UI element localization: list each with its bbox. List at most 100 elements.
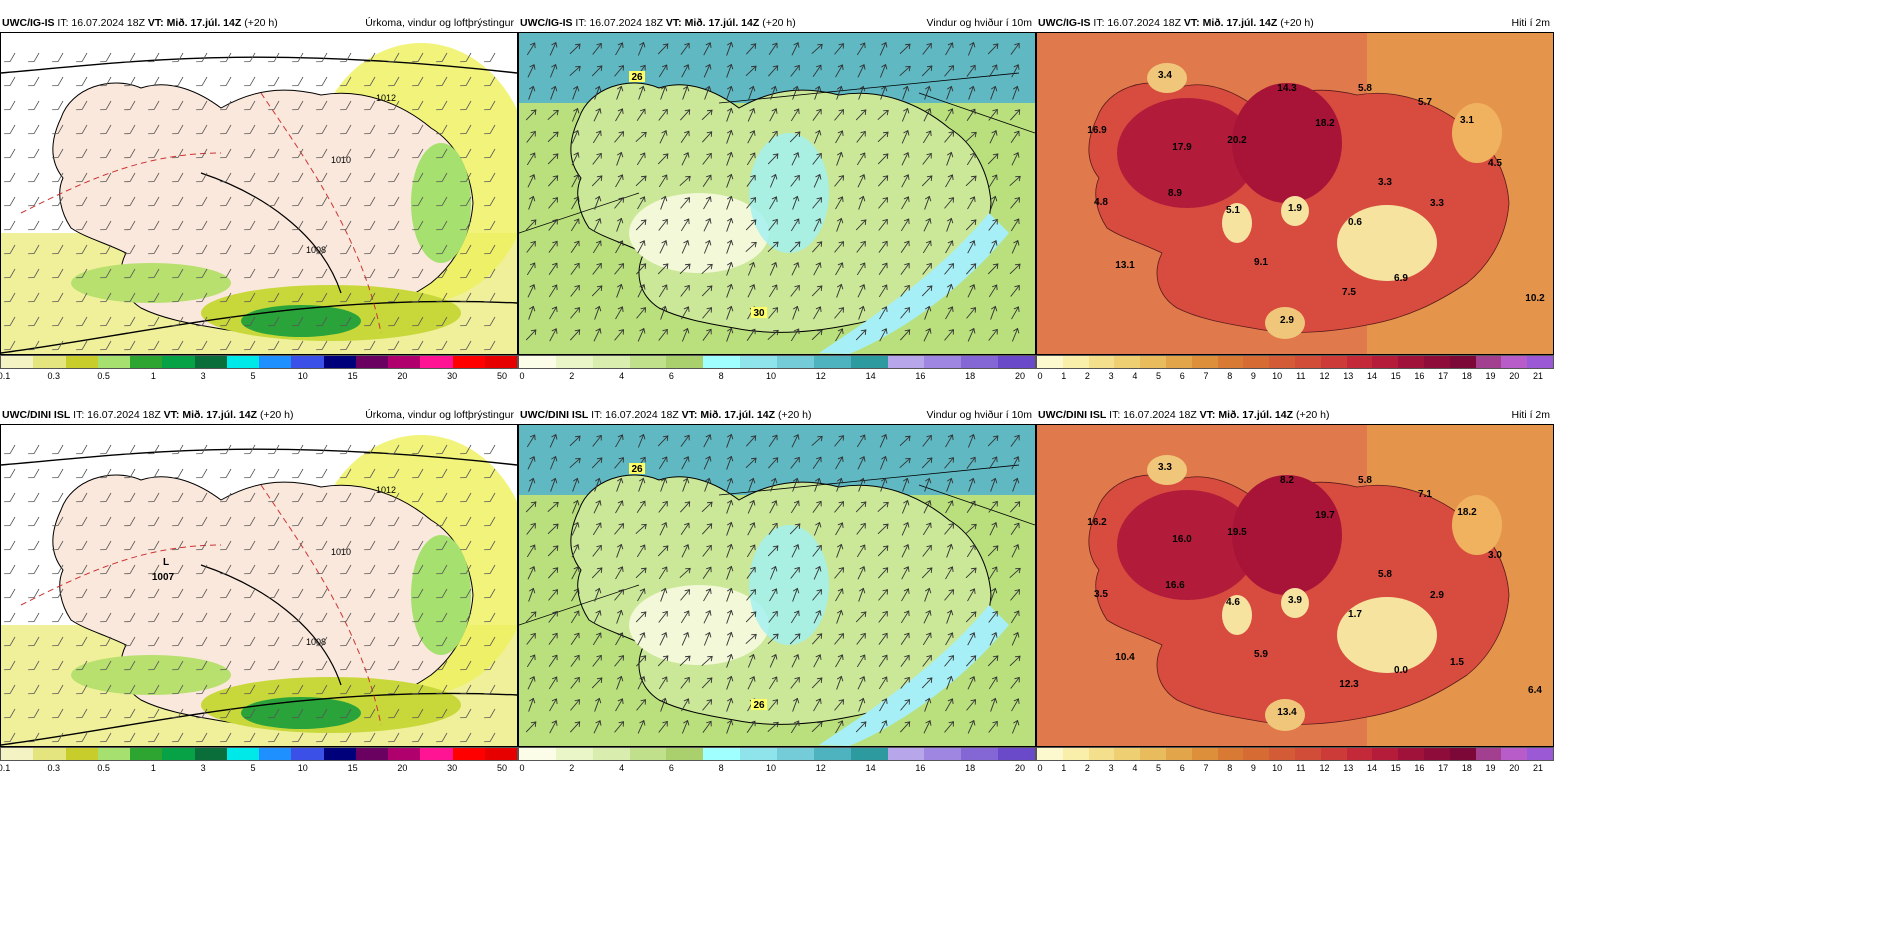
temperature-label: 4.5	[1488, 158, 1502, 169]
colorbar-swatch	[629, 748, 667, 760]
colorbar-swatch	[666, 356, 704, 368]
temp-map: 3.3 8.2 5.8 7.1 16.2 16.0 19.5 19.7 18.2 3.0 16.6 5…	[1036, 424, 1554, 747]
colorbar-tick: 2	[1084, 371, 1090, 381]
temp-colorbar-ticks: 0 1 2 3 4 5 6 7 8 9 10 11 12 13 14 15 16 17 18 19 20 21	[1036, 371, 1554, 383]
temperature-label: 5.8	[1358, 83, 1372, 94]
colorbar-swatch	[1372, 748, 1399, 760]
it-label: IT: 16.07.2024 18Z	[591, 409, 679, 421]
colorbar-swatch	[420, 356, 453, 368]
panel-header: UWC/DINI ISL IT: 16.07.2024 18Z VT: Mið.…	[0, 406, 518, 424]
colorbar-swatch	[887, 748, 925, 760]
temperature-label: 4.6	[1226, 597, 1240, 608]
colorbar-tick: 3	[200, 763, 206, 773]
colorbar-swatch	[592, 356, 630, 368]
colorbar-tick: 0.5	[97, 763, 110, 773]
colorbar-tick: 4	[619, 763, 625, 773]
colorbar-swatch	[1217, 748, 1244, 760]
colorbar-swatch	[1191, 356, 1218, 368]
temperature-label: 9.1	[1254, 257, 1268, 268]
colorbar-tick: 13	[1343, 763, 1354, 773]
gust-max-label: 26	[631, 464, 643, 475]
colorbar-swatch	[1191, 748, 1218, 760]
colorbar-swatch	[1165, 356, 1192, 368]
temperature-label: 0.0	[1394, 665, 1408, 676]
panel-row2-wind: UWC/DINI ISL IT: 16.07.2024 18Z VT: Mið.…	[518, 406, 1036, 776]
panel-title: Vindur og hviður í 10m	[926, 17, 1032, 29]
temperature-label: 16.2	[1087, 517, 1107, 528]
temperature-label: 5.8	[1358, 475, 1372, 486]
colorbar-tick: 14	[865, 371, 876, 381]
precip-map: 1012 1010 1008 L 1007	[0, 424, 518, 747]
colorbar-tick: 18	[1461, 371, 1472, 381]
colorbar-tick: 6	[1179, 371, 1185, 381]
colorbar-tick: 6	[1179, 763, 1185, 773]
temperature-label: 7.5	[1342, 287, 1356, 298]
colorbar-swatch	[1423, 748, 1450, 760]
temperature-label: 14.3	[1277, 83, 1297, 94]
temperature-label: 20.2	[1227, 135, 1247, 146]
colorbar-tick: 17	[1438, 763, 1449, 773]
colorbar-tick: 5	[1156, 763, 1162, 773]
colorbar-swatch	[592, 748, 630, 760]
model-label: UWC/IG-IS	[2, 17, 55, 29]
temperature-label: 3.0	[1488, 550, 1502, 561]
colorbar-tick: 30	[447, 763, 458, 773]
temperature-label: 12.3	[1339, 679, 1359, 690]
colorbar-swatch	[1062, 748, 1089, 760]
colorbar-swatch	[355, 748, 388, 760]
colorbar-tick: 8	[1227, 371, 1233, 381]
temperature-label: 2.9	[1280, 315, 1294, 326]
panel-row1-wind: UWC/IG-IS IT: 16.07.2024 18Z VT: Mið. 17…	[518, 14, 1036, 384]
colorbar-tick: 2	[569, 371, 575, 381]
vt-label: VT: Mið. 17.júl. 14Z	[163, 409, 258, 421]
panel-title: Úrkoma, vindur og loftþrýstingur	[365, 409, 514, 421]
colorbar-swatch	[194, 356, 227, 368]
colorbar-swatch	[1088, 356, 1115, 368]
colorbar-tick: 7	[1203, 371, 1209, 381]
colorbar-swatch	[740, 356, 778, 368]
colorbar-swatch	[1372, 356, 1399, 368]
temperature-label: 3.9	[1288, 595, 1302, 606]
colorbar-tick: 16	[915, 763, 926, 773]
colorbar-swatch	[323, 748, 356, 760]
colorbar-swatch	[998, 748, 1036, 760]
colorbar-swatch	[1114, 356, 1141, 368]
colorbar-swatch	[97, 748, 130, 760]
colorbar-tick: 0.5	[97, 371, 110, 381]
colorbar-tick: 17	[1438, 371, 1449, 381]
vt-label: VT: Mið. 17.júl. 14Z	[681, 409, 776, 421]
colorbar-swatch	[924, 356, 962, 368]
panel-title: Hiti í 2m	[1511, 17, 1550, 29]
colorbar-tick: 15	[347, 371, 358, 381]
panel-row2-temp: UWC/DINI ISL IT: 16.07.2024 18Z VT: Mið.…	[1036, 406, 1554, 776]
colorbar-swatch	[291, 748, 324, 760]
panel-header: UWC/IG-IS IT: 16.07.2024 18Z VT: Mið. 17…	[0, 14, 518, 32]
colorbar-tick: 1	[1061, 763, 1067, 773]
precip-colorbar	[0, 747, 518, 761]
colorbar-tick: 10	[297, 763, 308, 773]
colorbar-tick: 0	[519, 371, 525, 381]
colorbar-swatch	[777, 356, 814, 368]
colorbar-swatch	[1243, 356, 1270, 368]
colorbar-tick: 15	[347, 763, 358, 773]
colorbar-tick: 4	[1132, 763, 1138, 773]
panel-header: UWC/DINI ISL IT: 16.07.2024 18Z VT: Mið.…	[1036, 406, 1554, 424]
colorbar-swatch	[1501, 356, 1528, 368]
colorbar-tick: 6	[668, 371, 674, 381]
colorbar-swatch	[1140, 356, 1166, 368]
temperature-label: 5.9	[1254, 649, 1268, 660]
colorbar-swatch	[130, 748, 163, 760]
it-label: IT: 16.07.2024 18Z	[1109, 409, 1197, 421]
it-label: IT: 16.07.2024 18Z	[57, 17, 145, 29]
colorbar-tick: 0.1	[0, 371, 11, 381]
gust-max-label: 30	[753, 308, 765, 319]
wind-map: 26 30	[518, 32, 1036, 355]
temperature-label: 3.3	[1378, 177, 1392, 188]
temperature-label: 13.4	[1277, 707, 1297, 718]
it-label: IT: 16.07.2024 18Z	[1093, 17, 1181, 29]
colorbar-swatch	[924, 748, 962, 760]
colorbar-swatch	[666, 748, 704, 760]
isobar-label: 1010	[331, 547, 351, 557]
colorbar-swatch	[1062, 356, 1089, 368]
colorbar-tick: 10	[765, 371, 777, 381]
